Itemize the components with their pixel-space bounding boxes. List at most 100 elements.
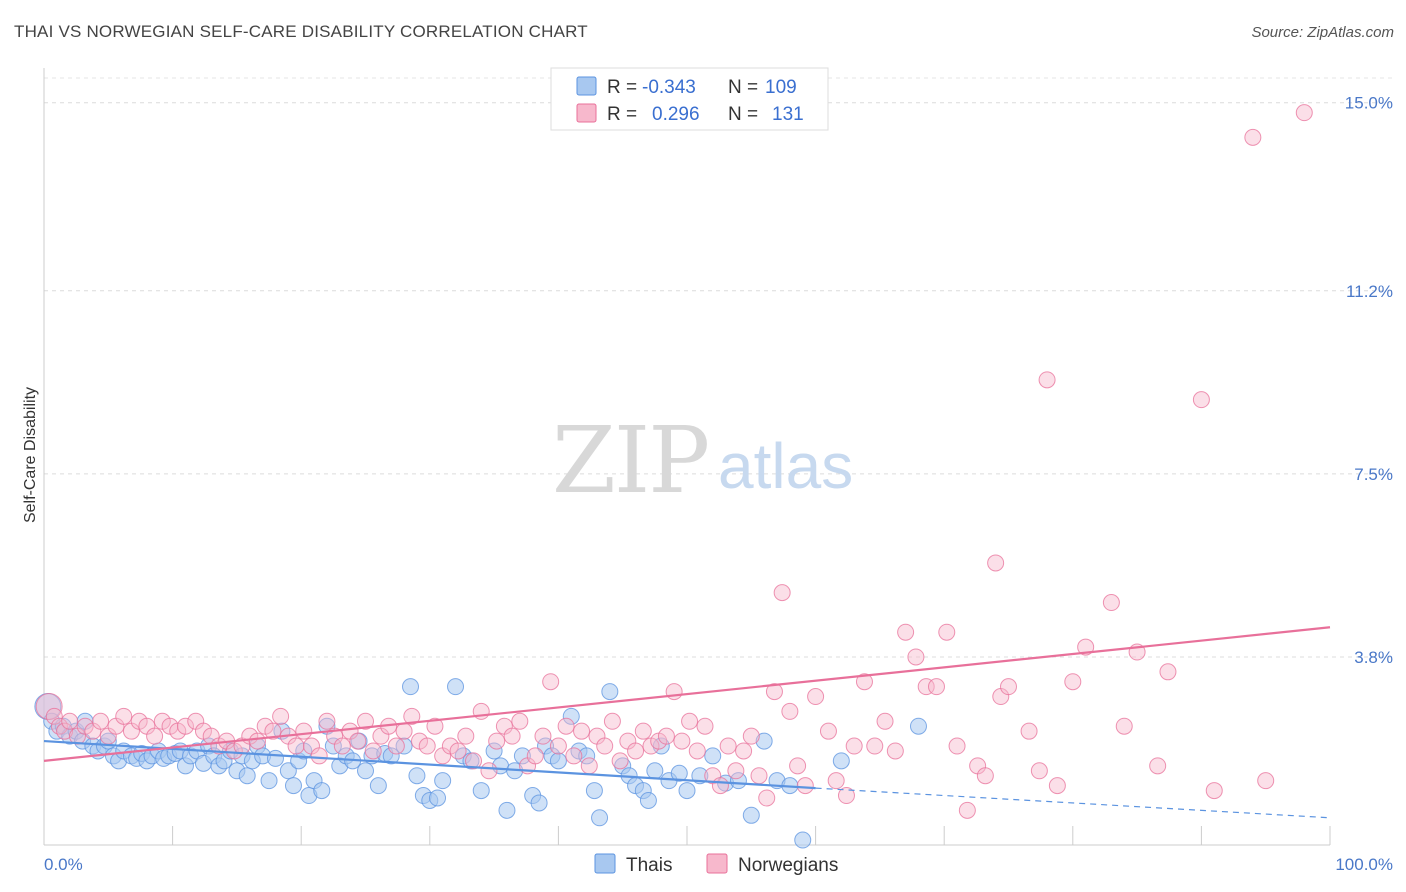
point-norwegians-106	[866, 737, 884, 755]
point-norwegians-2	[50, 717, 68, 735]
y-axis-title: Self-Care Disability	[22, 387, 39, 523]
point-thais-78	[530, 794, 548, 812]
point-norwegians-113	[938, 623, 956, 641]
point-thais-97	[678, 782, 696, 800]
point-thais-76	[513, 747, 531, 765]
legend-n-value-thais: 109	[765, 77, 797, 98]
point-norwegians-61	[503, 727, 521, 745]
point-norwegians-55	[457, 727, 475, 745]
axes	[43, 68, 1331, 846]
point-norwegians-92	[742, 727, 760, 745]
point-norwegians-100	[807, 688, 825, 706]
point-norwegians-66	[542, 673, 560, 691]
point-norwegians-84	[681, 712, 699, 730]
point-norwegians-88	[711, 777, 729, 795]
point-thais-85	[585, 782, 603, 800]
point-thais-40	[260, 772, 278, 790]
point-norwegians-67	[549, 737, 567, 755]
point-norwegians-125	[1064, 673, 1082, 691]
point-norwegians-73	[596, 737, 614, 755]
point-thais-63	[408, 767, 426, 785]
point-norwegians-123	[1038, 371, 1056, 389]
legend-r-value-thais: -0.343	[642, 77, 696, 98]
y-tick-label-0: 3.8%	[1354, 648, 1393, 667]
watermark: ZIP atlas	[552, 407, 853, 514]
point-thais-60	[382, 747, 400, 765]
point-norwegians-105	[855, 673, 873, 691]
point-thais-43	[279, 762, 297, 780]
y-tick-label-1: 7.5%	[1354, 465, 1393, 484]
y-tick-label-3: 15.0%	[1345, 94, 1393, 113]
point-norwegians-64	[526, 747, 544, 765]
point-norwegians-3	[56, 722, 74, 740]
point-thais-68	[447, 678, 465, 696]
point-norwegians-95	[765, 683, 783, 701]
point-norwegians-36	[310, 747, 328, 765]
point-thais-87	[601, 683, 619, 701]
point-norwegians-115	[958, 801, 976, 819]
point-norwegians-39	[333, 737, 351, 755]
x-tick-label-1: 100.0%	[1335, 855, 1393, 874]
legend-r-value-norwegians: 0.296	[652, 104, 700, 125]
point-norwegians-46	[387, 737, 405, 755]
point-thais-84	[578, 747, 596, 765]
gridlines	[44, 77, 1395, 658]
point-norwegians-82	[665, 683, 683, 701]
point-norwegians-98	[789, 757, 807, 775]
point-norwegians-37	[318, 712, 336, 730]
point-norwegians-43	[364, 742, 382, 760]
point-norwegians-48	[403, 707, 421, 725]
point-thais-41	[266, 749, 284, 767]
point-norwegians-91	[735, 742, 753, 760]
point-norwegians-90	[727, 762, 745, 780]
point-norwegians-56	[465, 752, 483, 770]
point-thais-102	[742, 806, 760, 824]
point-norwegians-117	[976, 767, 994, 785]
trend-line-thais-extension	[815, 787, 1331, 819]
data-points	[34, 104, 1313, 849]
point-norwegians-81	[657, 727, 675, 745]
point-thais-71	[472, 782, 490, 800]
y-tick-labels: 3.8% 7.5% 11.2% 15.0%	[1345, 94, 1393, 667]
point-norwegians-111	[917, 678, 935, 696]
point-thais-106	[794, 831, 812, 849]
point-norwegians-33	[287, 737, 305, 755]
point-norwegians-28	[248, 732, 266, 750]
series-label-thais: Thais	[626, 855, 672, 876]
trend-lines	[43, 626, 1331, 819]
point-thais-81	[549, 752, 567, 770]
point-norwegians-59	[488, 732, 506, 750]
point-norwegians-102	[827, 772, 845, 790]
point-thais-58	[369, 777, 387, 795]
point-norwegians-108	[886, 742, 904, 760]
series-legend: Thais Norwegians	[594, 853, 838, 876]
point-norwegians-104	[845, 737, 863, 755]
point-thais-36	[238, 767, 256, 785]
point-norwegians-127	[1102, 594, 1120, 612]
point-norwegians-78	[634, 722, 652, 740]
point-norwegians-4	[61, 712, 79, 730]
point-thais-66	[429, 789, 447, 807]
point-thais-82	[562, 707, 580, 725]
point-norwegians-58	[480, 762, 498, 780]
point-norwegians-19	[176, 717, 194, 735]
point-norwegians-77	[627, 742, 645, 760]
point-norwegians-41	[349, 732, 367, 750]
watermark-zip: ZIP	[552, 407, 708, 514]
point-norwegians-135	[1257, 772, 1275, 790]
point-norwegians-112	[927, 678, 945, 696]
point-thais-96	[670, 764, 688, 782]
point-norwegians-124	[1048, 777, 1066, 795]
point-thais-103	[755, 732, 773, 750]
correlation-legend: R = -0.343 N = 109 R = 0.296 N = 131	[550, 67, 829, 131]
point-norwegians-131	[1159, 663, 1177, 681]
point-norwegians-83	[673, 732, 691, 750]
point-thais-62	[402, 678, 420, 696]
point-norwegians-86	[696, 717, 714, 735]
point-norwegians-136	[1295, 104, 1313, 122]
point-norwegians-15	[146, 727, 164, 745]
point-thais-56	[357, 762, 374, 780]
point-thais-86	[591, 809, 609, 827]
point-norwegians-11	[115, 707, 133, 725]
